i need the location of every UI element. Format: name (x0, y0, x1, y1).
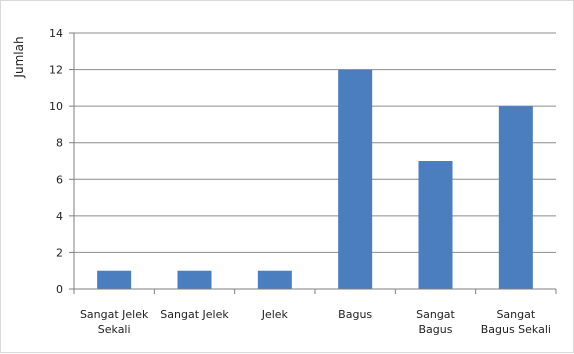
x-category-label-line: Sangat (416, 308, 455, 321)
category-labels: Sangat Jelek Sekali Sangat Jelek Jelek Bagus… (80, 308, 551, 336)
bar (97, 270, 132, 289)
x-category-label-line: Sangat (496, 308, 535, 321)
bar (418, 161, 453, 289)
y-tick-label: 4 (56, 210, 63, 223)
x-category-label-line: Jelek (261, 308, 289, 321)
bar (257, 270, 292, 289)
x-category-label-line: Bagus (419, 323, 453, 336)
y-tick-label: 14 (49, 27, 63, 40)
y-tick-label: 8 (56, 137, 63, 150)
y-tick-label: 6 (56, 173, 63, 186)
bar (177, 270, 212, 289)
x-category-label: Sangat Jelek (160, 308, 229, 321)
gridlines (74, 32, 556, 253)
bar (498, 106, 533, 290)
y-tick-label: 12 (49, 64, 63, 77)
y-axis-title: Jumlah (12, 36, 26, 78)
axes (73, 33, 557, 294)
x-category-label-line: Bagus Sekali (481, 323, 551, 336)
y-tick-labels: 0 2 4 6 8 10 12 14 (49, 27, 74, 296)
x-category-label-line: Sekali (98, 323, 131, 336)
x-category-label-line: Bagus (338, 308, 372, 321)
x-category-label-line: Sangat Jelek (160, 308, 229, 321)
x-category-label: Sangat Bagus (416, 308, 455, 336)
bars (97, 69, 533, 290)
x-category-label: Sangat Bagus Sekali (481, 308, 551, 336)
x-category-label: Bagus (338, 308, 372, 321)
x-category-label: Jelek (261, 308, 289, 321)
x-category-label: Sangat Jelek Sekali (80, 308, 149, 336)
bar (338, 69, 373, 289)
y-tick-label: 10 (49, 100, 63, 113)
y-tick-label: 2 (56, 246, 63, 259)
y-tick-label: 0 (56, 283, 63, 296)
x-category-label-line: Sangat Jelek (80, 308, 149, 321)
